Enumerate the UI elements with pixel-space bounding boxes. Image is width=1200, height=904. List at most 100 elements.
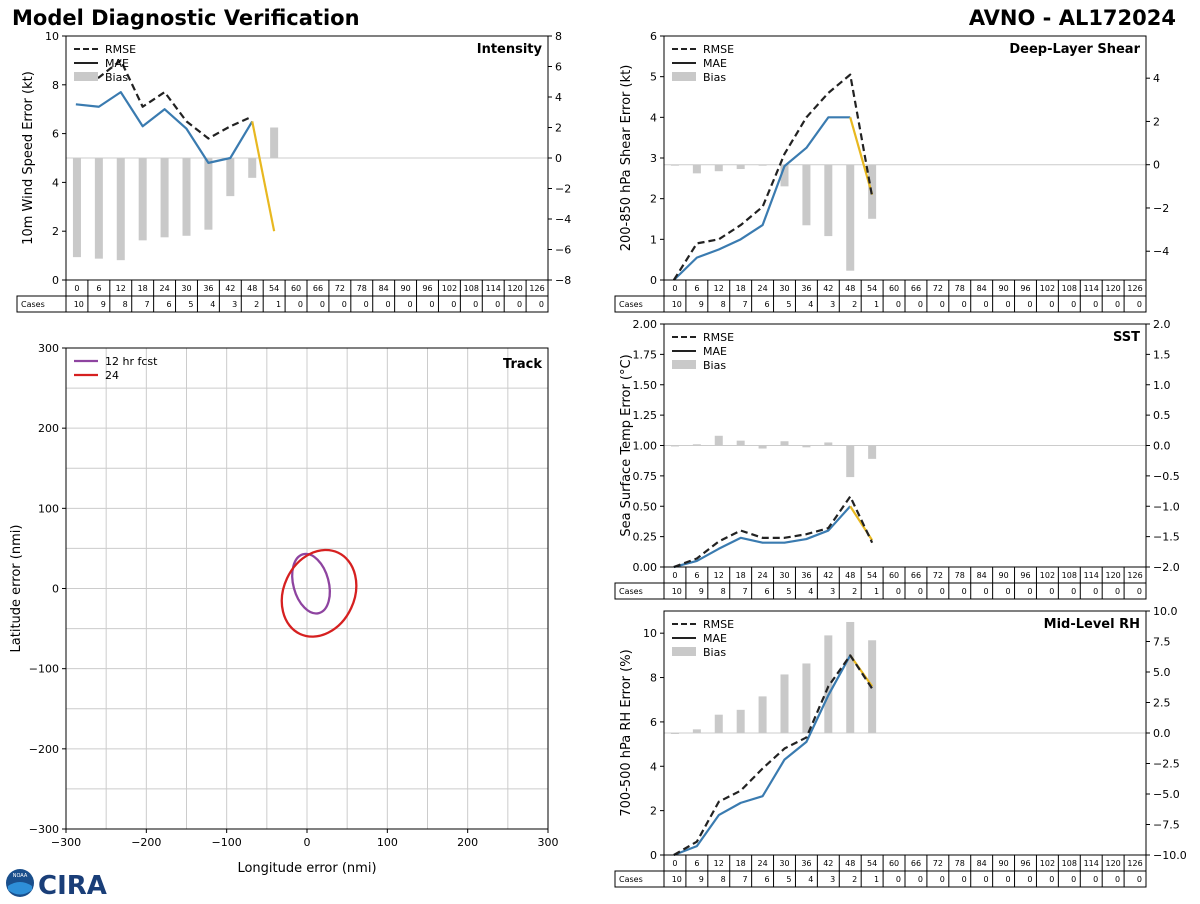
shear-cases-42: 3 <box>830 300 835 309</box>
shear-cases-120: 0 <box>1115 300 1120 309</box>
sst-bias-bar-12 <box>714 435 723 446</box>
intensity-cases-48: 2 <box>254 300 259 309</box>
intensity-bias-bar-24 <box>160 158 169 238</box>
rh-bias-bar-30 <box>780 674 789 733</box>
track-x-axis-label: Longitude error (nmi) <box>237 861 376 876</box>
shear-leadtime-84: 84 <box>977 284 987 293</box>
intensity-cases-row <box>16 295 549 313</box>
sst-y-tick-label: 1.25 <box>633 409 658 422</box>
sst-y-tick-label: 0.50 <box>633 500 658 513</box>
shear-leadtime-72: 72 <box>933 284 943 293</box>
shear-cases-90: 0 <box>1005 300 1010 309</box>
sst-y2-tick-label: 0.0 <box>1153 440 1171 453</box>
rh-cases-72: 0 <box>940 875 945 884</box>
rh-panel-title: Mid-Level RH <box>1044 617 1140 632</box>
shear-bias-bar-42 <box>824 164 833 237</box>
track-y-axis-label: Latitude error (nmi) <box>9 525 24 653</box>
noaa-seal-text: NOAA <box>13 873 28 879</box>
shear-y2-tick-label: 0 <box>1153 159 1160 172</box>
sst-leadtime-18: 18 <box>736 571 746 580</box>
intensity-cases-126: 0 <box>539 300 544 309</box>
intensity-bias-bar-42 <box>226 158 235 197</box>
intensity-leadtime-18: 18 <box>138 284 148 293</box>
shear-y-tick-label: 4 <box>650 111 657 124</box>
sst-cases-78: 0 <box>962 587 967 596</box>
rh-leadtime-108: 108 <box>1062 859 1077 868</box>
rh-y2-tick-label: 7.5 <box>1153 636 1171 649</box>
sst-legend-bias-swatch <box>672 360 696 369</box>
sst-cases-0: 10 <box>672 587 682 596</box>
shear-cases-72: 0 <box>940 300 945 309</box>
shear-y2-tick-label: 4 <box>1153 72 1160 85</box>
rh-leadtime-48: 48 <box>845 859 855 868</box>
intensity-bias-bar-18 <box>138 158 147 241</box>
sst-cases-60: 0 <box>896 587 901 596</box>
shear-legend-bias-swatch <box>672 72 696 81</box>
intensity-leadtime-54: 54 <box>269 284 279 293</box>
sst-cases-54: 1 <box>874 587 879 596</box>
sst-cases-72: 0 <box>940 587 945 596</box>
sst-bias-bar-42 <box>824 442 833 446</box>
intensity-leadtime-30: 30 <box>181 284 191 293</box>
sst-leadtime-30: 30 <box>779 571 789 580</box>
shear-cases-84: 0 <box>984 300 989 309</box>
intensity-bias-bar-36 <box>204 158 213 230</box>
rh-leadtime-18: 18 <box>736 859 746 868</box>
sst-leadtime-108: 108 <box>1062 571 1077 580</box>
sst-leadtime-42: 42 <box>823 571 833 580</box>
rh-y-tick-label: 0 <box>650 849 657 862</box>
rh-leadtime-54: 54 <box>867 859 877 868</box>
sst-legend-mae-label: MAE <box>703 345 727 358</box>
rh-bias-bar-18 <box>736 709 745 733</box>
sst-leadtime-36: 36 <box>801 571 811 580</box>
track-ellipse-12hr <box>291 552 331 615</box>
shear-leadtime-96: 96 <box>1020 284 1030 293</box>
shear-cases-126: 0 <box>1137 300 1142 309</box>
rh-leadtime-0: 0 <box>672 859 677 868</box>
shear-leadtime-36: 36 <box>801 284 811 293</box>
rh-leadtime-96: 96 <box>1020 859 1030 868</box>
rh-cases-66: 0 <box>918 875 923 884</box>
rh-cases-90: 0 <box>1005 875 1010 884</box>
sst-leadtime-84: 84 <box>977 571 987 580</box>
rh-leadtime-126: 126 <box>1127 859 1142 868</box>
shear-leadtime-42: 42 <box>823 284 833 293</box>
intensity-cases-label: Cases <box>21 300 45 309</box>
sst-leadtime-66: 66 <box>911 571 921 580</box>
shear-cases-60: 0 <box>896 300 901 309</box>
shear-bias-bar-6 <box>692 164 701 174</box>
shear-leadtime-66: 66 <box>911 284 921 293</box>
intensity-y-tick-label: 6 <box>52 128 59 141</box>
rh-y2-tick-label: −7.5 <box>1153 819 1180 832</box>
rh-y-tick-label: 2 <box>650 805 657 818</box>
shear-cases-30: 5 <box>786 300 791 309</box>
intensity-leadtime-12: 12 <box>116 284 126 293</box>
intensity-y2-tick-label: 8 <box>555 30 562 43</box>
track-legend-12hr-label: 12 hr fcst <box>105 355 158 368</box>
shear-cases-36: 4 <box>808 300 813 309</box>
rh-bias-bar-36 <box>802 663 811 733</box>
track-y-tick-label: 200 <box>38 422 59 435</box>
intensity-mae-line <box>75 91 254 164</box>
shear-leadtime-30: 30 <box>779 284 789 293</box>
rh-leadtime-12: 12 <box>714 859 724 868</box>
sst-y-tick-label: 1.00 <box>633 440 658 453</box>
sst-legend-rmse-label: RMSE <box>703 331 734 344</box>
track-x-tick-label: −200 <box>131 836 161 849</box>
rh-leadtime-120: 120 <box>1105 859 1120 868</box>
rh-cases-36: 4 <box>808 875 813 884</box>
sst-leadtime-102: 102 <box>1040 571 1055 580</box>
intensity-y-tick-label: 0 <box>52 274 59 287</box>
shear-cases-54: 1 <box>874 300 879 309</box>
intensity-cases-96: 0 <box>429 300 434 309</box>
intensity-y2-tick-label: −8 <box>555 274 571 287</box>
rh-leadtime-66: 66 <box>911 859 921 868</box>
intensity-leadtime-114: 114 <box>486 284 501 293</box>
shear-mae-line <box>673 116 851 281</box>
sst-bias-bar-6 <box>692 444 701 446</box>
rh-leadtime-24: 24 <box>757 859 767 868</box>
rh-y-tick-label: 10 <box>643 627 657 640</box>
rh-leadtime-60: 60 <box>889 859 899 868</box>
intensity-y-tick-label: 10 <box>45 30 59 43</box>
